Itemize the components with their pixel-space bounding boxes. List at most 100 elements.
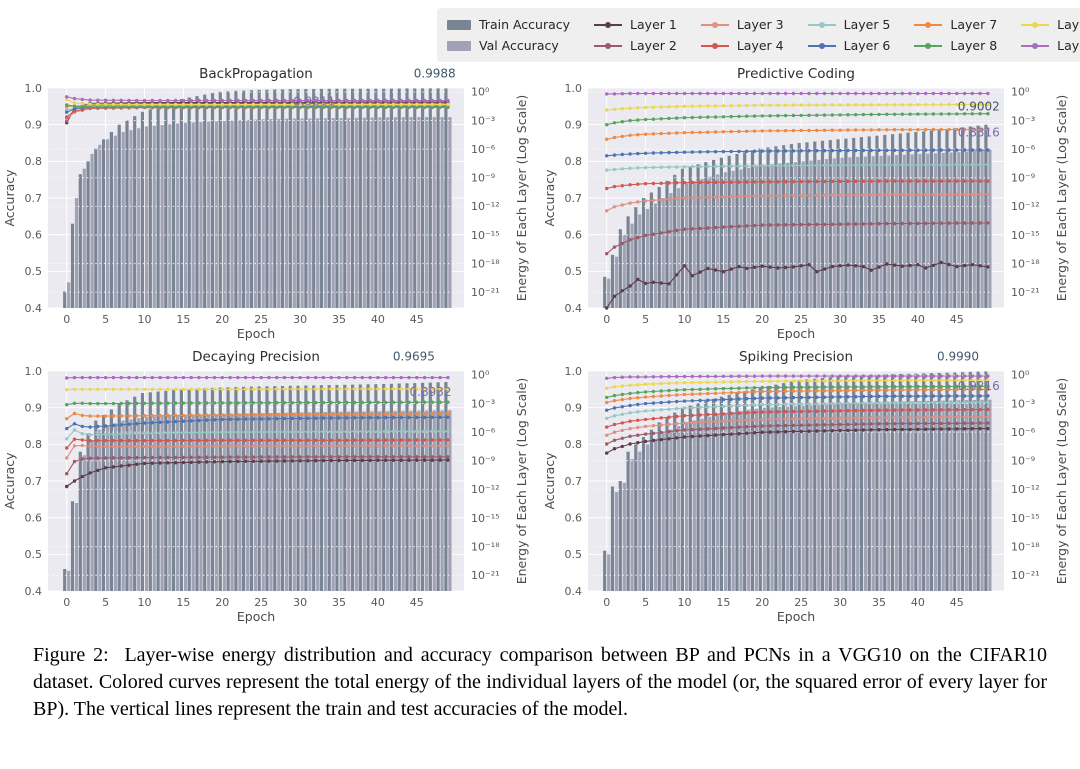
axis-text: Predictive Coding 0.9002 0.8316 1.0 0.9 0.8 0.… xyxy=(542,66,1069,341)
accuracy-bars xyxy=(603,371,992,591)
legend-bar-swatch xyxy=(447,19,471,30)
svg-text:25: 25 xyxy=(794,313,808,326)
layer-2-energy-line xyxy=(605,221,990,256)
svg-text:0.5: 0.5 xyxy=(565,265,583,278)
layer-8-energy-line xyxy=(605,112,990,127)
y-axis-label-right: Energy of Each Layer (Log Scale) xyxy=(514,95,529,302)
legend-line-swatch xyxy=(914,19,943,31)
svg-text:0.7: 0.7 xyxy=(25,192,43,205)
svg-text:10⁻³: 10⁻³ xyxy=(1011,397,1035,410)
layer-10-energy-line xyxy=(65,375,450,380)
y-axis-label-left: Accuracy xyxy=(2,452,17,510)
subplot-title: Spiking Precision xyxy=(739,349,853,365)
svg-text:10⁻³: 10⁻³ xyxy=(1011,114,1035,127)
subplot-title: BackPropagation xyxy=(199,66,313,82)
y-axis-label-right: Energy of Each Layer (Log Scale) xyxy=(1054,95,1069,302)
layer-9-energy-line xyxy=(605,378,990,390)
legend-item-layer-4: Layer 4 xyxy=(700,38,784,53)
svg-text:10⁻⁶: 10⁻⁶ xyxy=(1011,426,1036,439)
layer-8-energy-line xyxy=(65,103,450,109)
legend-item-layer-5: Layer 5 xyxy=(807,17,890,32)
layer-6-energy-line xyxy=(605,148,990,158)
svg-text:10⁻¹⁸: 10⁻¹⁸ xyxy=(471,540,500,553)
svg-text:30: 30 xyxy=(833,313,847,326)
svg-text:10⁻¹⁵: 10⁻¹⁵ xyxy=(471,229,500,242)
figure-2: Train Accuracy Val Accuracy Layer 1 Layer 2… xyxy=(0,8,1080,724)
svg-text:40: 40 xyxy=(371,596,385,609)
svg-text:0.4: 0.4 xyxy=(565,585,583,598)
layer-4-energy-line xyxy=(605,179,990,191)
legend-label: Layer 4 xyxy=(736,38,784,53)
axis-text: BackPropagation 0.9988 0.9211 1.0 0.9 0.8 0.7 0… xyxy=(2,66,529,341)
svg-text:10⁻¹²: 10⁻¹² xyxy=(1011,200,1040,213)
svg-text:0: 0 xyxy=(63,313,70,326)
layer-3-energy-line xyxy=(605,192,990,213)
svg-text:35: 35 xyxy=(332,596,346,609)
layer-10-energy-line xyxy=(605,91,990,96)
axis-text: Spiking Precision 0.9990 0.9216 1.0 0.9 0.8 0.… xyxy=(542,349,1069,624)
figure-caption-text: Layer-wise energy distribution and accur… xyxy=(33,644,1047,721)
x-axis-label: Epoch xyxy=(237,609,275,624)
svg-text:5: 5 xyxy=(102,596,109,609)
subplot-spiking-precision: Spiking Precision 0.9990 0.9216 1.0 0.9 0.8 0.… xyxy=(540,345,1080,628)
legend-item-layer-8: Layer 8 xyxy=(914,38,997,53)
val-accuracy-annotation: 0.9216 xyxy=(958,379,1000,393)
figure-caption: Figure 2: Layer-wise energy distribution… xyxy=(33,642,1047,724)
y-axis-label-right: Energy of Each Layer (Log Scale) xyxy=(1054,378,1069,585)
layer-9-energy-line xyxy=(65,97,450,107)
svg-text:1.0: 1.0 xyxy=(25,82,43,95)
layer-10-energy-line xyxy=(605,374,990,380)
svg-text:10⁰: 10⁰ xyxy=(1011,369,1030,382)
svg-text:5: 5 xyxy=(642,596,649,609)
figure-caption-label: Figure 2: xyxy=(33,644,109,666)
layer-3-energy-line xyxy=(605,415,990,437)
log-gridlines xyxy=(588,374,1004,576)
layer-4-energy-line xyxy=(605,407,990,429)
svg-text:5: 5 xyxy=(642,313,649,326)
svg-text:25: 25 xyxy=(794,596,808,609)
legend-item-layer-7: Layer 7 xyxy=(914,17,997,32)
subplot-decaying-precision: Decaying Precision 0.9695 0.8932 1.0 0.9 0.8 0… xyxy=(0,345,540,628)
layer-1-energy-line xyxy=(605,260,990,310)
legend-label: Layer 7 xyxy=(950,17,998,32)
svg-text:10: 10 xyxy=(138,313,152,326)
svg-text:0.7: 0.7 xyxy=(25,475,43,488)
legend-line-swatch xyxy=(1021,40,1050,52)
svg-text:0.9: 0.9 xyxy=(565,402,583,415)
layer-1-energy-line xyxy=(65,458,450,489)
subplot-title: Decaying Precision xyxy=(192,349,320,365)
svg-text:30: 30 xyxy=(833,596,847,609)
layer-9-energy-line xyxy=(605,102,990,112)
svg-text:45: 45 xyxy=(950,313,964,326)
svg-text:10⁻³: 10⁻³ xyxy=(471,397,495,410)
subplot-predictive-coding: Predictive Coding 0.9002 0.8316 1.0 0.9 0.8 0.… xyxy=(540,62,1080,345)
legend-line-swatch xyxy=(807,19,836,31)
val-accuracy-annotation: 0.8316 xyxy=(958,125,1000,139)
svg-text:10⁻³: 10⁻³ xyxy=(471,114,495,127)
train-accuracy-annotation: 0.9002 xyxy=(958,100,1000,114)
axis-text: Decaying Precision 0.9695 0.8932 1.0 0.9 0.8 0… xyxy=(2,349,529,624)
svg-text:0.8: 0.8 xyxy=(25,155,43,168)
svg-text:40: 40 xyxy=(371,313,385,326)
layer-6-energy-line xyxy=(605,394,990,412)
svg-text:0.4: 0.4 xyxy=(25,585,43,598)
svg-text:10⁻¹⁸: 10⁻¹⁸ xyxy=(1011,257,1040,270)
svg-text:0.6: 0.6 xyxy=(565,512,583,525)
y-axis-label-left: Accuracy xyxy=(2,169,17,227)
svg-text:0: 0 xyxy=(63,596,70,609)
legend-label: Layer 3 xyxy=(736,17,784,32)
svg-text:30: 30 xyxy=(293,313,307,326)
svg-text:10⁻¹⁵: 10⁻¹⁵ xyxy=(1011,229,1040,242)
legend-bar-swatch xyxy=(447,40,471,51)
svg-text:10⁻¹²: 10⁻¹² xyxy=(1011,483,1040,496)
y-axis-label-left: Accuracy xyxy=(542,169,557,227)
val-accuracy-annotation: 0.9211 xyxy=(293,95,335,109)
subplot-title: Predictive Coding xyxy=(737,66,855,82)
svg-text:0.7: 0.7 xyxy=(565,192,583,205)
svg-text:30: 30 xyxy=(293,596,307,609)
svg-text:35: 35 xyxy=(872,313,886,326)
svg-text:45: 45 xyxy=(410,313,424,326)
svg-text:5: 5 xyxy=(102,313,109,326)
svg-text:45: 45 xyxy=(410,596,424,609)
x-axis-label: Epoch xyxy=(237,326,275,341)
